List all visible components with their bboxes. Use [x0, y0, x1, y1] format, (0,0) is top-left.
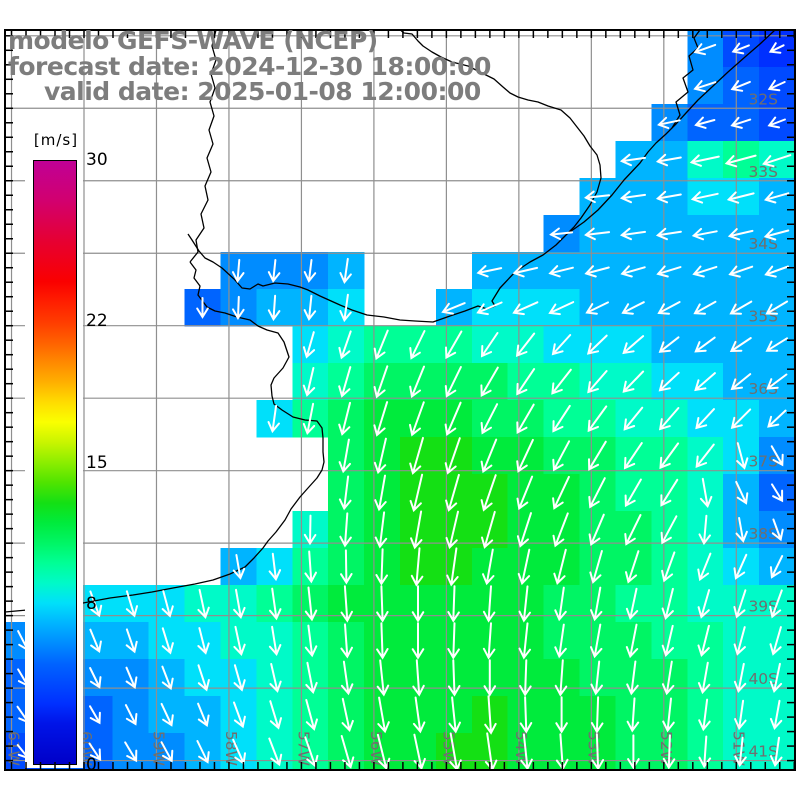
colorbar-gradient: [33, 160, 77, 765]
colorbar-tick-label: 8: [86, 593, 97, 614]
latitude-label: 40S: [748, 670, 778, 688]
colorbar-tick-label: 15: [86, 452, 108, 473]
colorbar-tick-label: 30: [86, 150, 108, 170]
colorbar-tick-label: 22: [86, 311, 108, 332]
colorbar-unit-label: [m/s]: [33, 131, 79, 149]
wind-speed-field: [5, 30, 795, 770]
latitude-label: 32S: [748, 90, 778, 108]
model-title: modelo GEFS-WAVE (NCEP): [8, 26, 378, 55]
valid-date-line: valid date: 2025-01-08 12:00:00: [44, 77, 481, 106]
latitude-label: 37S: [748, 453, 778, 471]
colorbar-tick-label: 0: [86, 755, 97, 775]
latitude-label: 41S: [748, 743, 778, 761]
